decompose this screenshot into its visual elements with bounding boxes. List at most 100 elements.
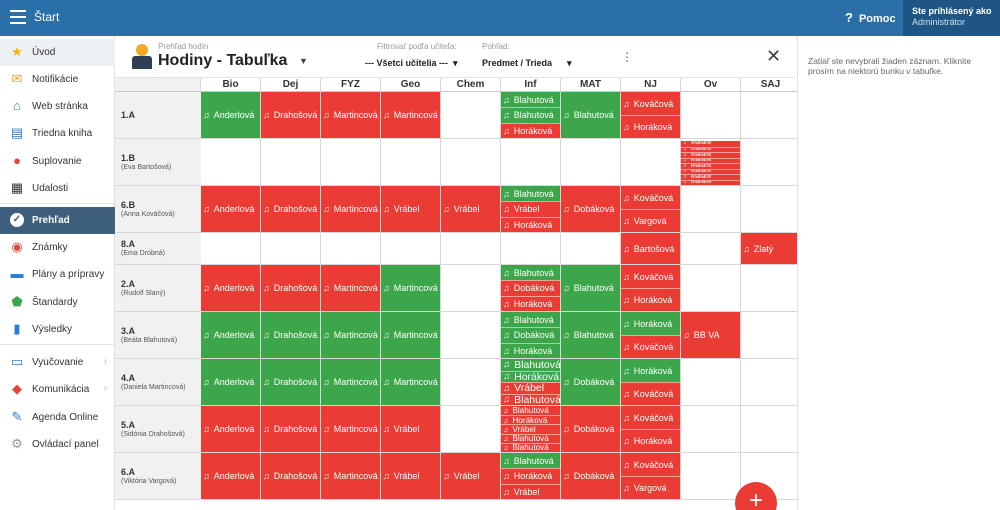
timetable-cell[interactable] (201, 139, 261, 186)
sidebar-item[interactable]: ▭ Vyučovanie › (0, 349, 115, 376)
timetable-cell[interactable]: ♫ Anderlová (201, 406, 261, 453)
sidebar-item[interactable]: ▤ Triedna kniha (0, 120, 115, 147)
timetable-cell[interactable] (741, 406, 797, 453)
timetable-cell[interactable]: ♫ Martincová (321, 406, 381, 453)
view-mode-select[interactable]: Predmet / Trieda ▾ (482, 58, 572, 68)
row-label[interactable]: 2.A (Rudolf Slaný) (115, 265, 201, 312)
lesson-entry[interactable]: ♫ Martincová (381, 312, 440, 358)
timetable-cell[interactable]: ♫ Martincová (381, 92, 441, 139)
lesson-entry[interactable]: ♫ Horáková (501, 468, 560, 484)
timetable-cell[interactable] (681, 406, 741, 453)
column-header[interactable]: Geo (381, 78, 441, 92)
lesson-entry[interactable]: ♫ Horáková (501, 216, 560, 232)
timetable-cell[interactable] (441, 406, 501, 453)
lesson-entry[interactable]: ♫ Martincová (381, 92, 440, 138)
sidebar-item[interactable]: ● Suplovanie (0, 148, 115, 175)
user-box[interactable]: Ste prihlásený ako Administrátor (903, 0, 1000, 36)
lesson-entry[interactable]: ♫ Horáková (501, 295, 560, 311)
column-header[interactable]: Dej (261, 78, 321, 92)
timetable-cell[interactable]: ♫ Dobáková (561, 186, 621, 233)
row-label[interactable]: 1.A (115, 92, 201, 139)
timetable-cell[interactable]: ♫ Drahošová (261, 265, 321, 312)
row-label[interactable]: 5.A (Sidónia Drahošová) (115, 406, 201, 453)
lesson-entry[interactable]: ♫ Drahošová (261, 453, 320, 499)
lesson-entry[interactable]: ♫ Vargová (621, 476, 680, 499)
timetable-cell[interactable] (261, 139, 321, 186)
lesson-entry[interactable]: ♫ Blahutová (501, 453, 560, 469)
timetable-cell[interactable]: ♫ Martincová (321, 312, 381, 359)
lesson-entry[interactable]: ♫ Drahošová (261, 406, 320, 452)
lesson-entry[interactable]: ♫ Anderlová (201, 406, 260, 452)
column-header[interactable]: SAJ (741, 78, 797, 92)
lesson-entry[interactable]: ♫ Martincová (321, 406, 380, 452)
timetable-cell[interactable] (681, 265, 741, 312)
more-vert-icon[interactable]: ⋮ (621, 50, 633, 64)
timetable-cell[interactable] (681, 233, 741, 265)
timetable-cell[interactable]: ♫ Blahutová ♫ Horáková ♫ Vrábel ♫ Blahutová (501, 359, 561, 406)
timetable-cell[interactable] (681, 453, 741, 500)
lesson-entry[interactable]: ♫ Horáková (621, 312, 680, 335)
lesson-entry[interactable]: ♫ Dobáková (501, 327, 560, 343)
lesson-entry[interactable]: ♫ Horáková (621, 359, 680, 382)
lesson-entry[interactable]: ♫ Vrábel (501, 483, 560, 499)
timetable-cell[interactable]: ♫ Blahutová ♫ Dobáková ♫ Horáková (501, 312, 561, 359)
app-title[interactable]: Štart (34, 10, 60, 24)
timetable-cell[interactable]: ♫ Drahošová (261, 406, 321, 453)
lesson-entry[interactable]: ♫ Blahutová (501, 186, 560, 202)
lesson-entry[interactable]: ♫ Drahošová (261, 359, 320, 405)
column-header[interactable]: Bio (201, 78, 261, 92)
lesson-entry[interactable]: ♫ Vargová (621, 209, 680, 232)
lesson-entry[interactable]: ♫ Martincová (321, 92, 380, 138)
row-label[interactable]: 8.A (Ema Drobná) (115, 233, 201, 265)
lesson-entry[interactable]: ♫ Maliarik (681, 152, 740, 158)
lesson-entry[interactable]: ♫ Blahutová (501, 442, 560, 452)
lesson-entry[interactable]: ♫ Horáková (621, 288, 680, 311)
lesson-entry[interactable]: ♫ Maliarik (681, 141, 740, 147)
timetable-cell[interactable]: ♫ Drahošová (261, 92, 321, 139)
timetable-cell[interactable]: ♫ Martincová (321, 265, 381, 312)
lesson-entry[interactable]: ♫ Anderlová (201, 92, 260, 138)
sidebar-item[interactable]: ⌂ Web stránka (0, 93, 115, 120)
sidebar-item[interactable]: ⚙ Ovládací panel (0, 431, 115, 458)
lesson-entry[interactable]: ♫ Anderlová (201, 359, 260, 405)
lesson-entry[interactable]: ♫ Martincová (321, 186, 380, 232)
lesson-entry[interactable]: ♫ Horáková (621, 115, 680, 138)
lesson-entry[interactable]: ♫ Blahutová (501, 433, 560, 443)
row-label[interactable]: 1.B (Eva Bartošová) (115, 139, 201, 186)
lesson-entry[interactable]: ♫ Kováčová (621, 382, 680, 405)
sidebar-item[interactable]: ◆ Komunikácia › (0, 376, 115, 403)
timetable-cell[interactable]: ♫ Blahutová (561, 265, 621, 312)
timetable-cell[interactable]: ♫ Martincová (321, 359, 381, 406)
lesson-entry[interactable]: ♫ Kováčová (621, 335, 680, 358)
timetable-cell[interactable]: ♫ Anderlová (201, 92, 261, 139)
timetable-cell[interactable] (561, 139, 621, 186)
timetable-cell[interactable]: ♫ Blahutová ♫ Blahutová ♫ Horáková (501, 92, 561, 139)
timetable-cell[interactable] (441, 312, 501, 359)
timetable-cell[interactable] (321, 139, 381, 186)
timetable-cell[interactable] (441, 265, 501, 312)
sidebar-item[interactable]: ★ Úvod (0, 39, 115, 66)
timetable-cell[interactable]: ♫ Anderlová (201, 312, 261, 359)
timetable-cell[interactable]: ♫ Vrábel (441, 186, 501, 233)
lesson-entry[interactable]: ♫ Blahutová (561, 92, 620, 138)
timetable-cell[interactable] (381, 139, 441, 186)
timetable-cell[interactable]: ♫ Drahošová (261, 312, 321, 359)
lesson-entry[interactable]: ♫ BB VA (681, 312, 740, 358)
timetable-cell[interactable]: ♫ Kováčová ♫ Vargová (621, 186, 681, 233)
lesson-entry[interactable]: ♫ Bartošová (621, 233, 680, 264)
lesson-entry[interactable]: ♫ Blahutová (561, 312, 620, 358)
lesson-entry[interactable]: ♫ Maliarik (681, 157, 740, 163)
lesson-entry[interactable]: ♫ Vrábel (501, 382, 560, 394)
timetable-cell[interactable] (741, 92, 797, 139)
lesson-entry[interactable]: ♫ Vrábel (501, 424, 560, 434)
timetable-cell[interactable]: ♫ Dobáková (561, 359, 621, 406)
timetable-cell[interactable] (441, 92, 501, 139)
timetable-cell[interactable]: ♫ Anderlová (201, 186, 261, 233)
timetable-cell[interactable]: ♫ Bartošová (621, 233, 681, 265)
lesson-entry[interactable]: ♫ Blahutová (501, 265, 560, 281)
lesson-entry[interactable]: ♫ Dobáková (561, 359, 620, 405)
lesson-entry[interactable]: ♫ Vrábel (381, 453, 440, 499)
timetable-cell[interactable]: ♫ Vrábel (441, 453, 501, 500)
lesson-entry[interactable]: ♫ Dobáková (561, 186, 620, 232)
timetable-cell[interactable] (741, 139, 797, 186)
